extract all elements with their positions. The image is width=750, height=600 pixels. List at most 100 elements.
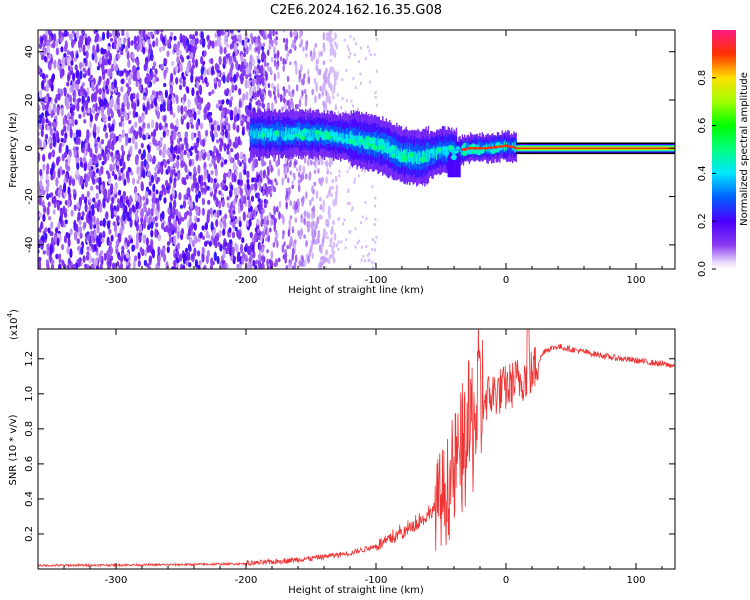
noise-speck (148, 81, 153, 88)
noise-speck (292, 42, 296, 49)
noise-speck (314, 43, 318, 48)
noise-speck (50, 231, 54, 237)
noise-speck (300, 38, 304, 46)
noise-speck (195, 121, 199, 131)
signal-peak (451, 154, 457, 161)
noise-speck (115, 266, 120, 269)
noise-speck (86, 264, 90, 269)
noise-speck (295, 84, 299, 92)
noise-speck (81, 82, 85, 87)
noise-speck (85, 254, 90, 261)
noise-speck (80, 85, 84, 93)
noise-speck (211, 89, 215, 95)
noise-speck (48, 216, 52, 221)
noise-speck (278, 200, 282, 208)
noise-speck (212, 182, 217, 190)
noise-speck (329, 50, 332, 54)
noise-speck (126, 153, 130, 162)
noise-speck (58, 258, 62, 263)
noise-speck (63, 138, 67, 144)
noise-speck (78, 219, 82, 226)
noise-speck (94, 102, 98, 113)
noise-speck (237, 136, 241, 146)
noise-speck (107, 194, 111, 201)
noise-speck (40, 221, 44, 230)
noise-speck (239, 187, 243, 196)
noise-speck (156, 110, 160, 120)
noise-speck (238, 33, 242, 44)
signal-band (285, 126, 287, 141)
noise-speck (102, 217, 106, 228)
noise-speck (90, 263, 94, 269)
noise-speck (151, 248, 155, 259)
noise-speck (135, 111, 139, 118)
noise-speck (173, 162, 177, 168)
noise-speck (195, 207, 199, 216)
noise-speck (197, 164, 201, 174)
signal-peak (358, 139, 362, 144)
signal-band (430, 150, 432, 159)
noise-speck (69, 106, 73, 114)
noise-speck (307, 212, 311, 220)
noise-speck (233, 42, 238, 52)
noise-speck (277, 71, 280, 80)
noise-speck (158, 194, 162, 201)
noise-speck (369, 80, 372, 84)
noise-speck (131, 244, 135, 252)
noise-speck (194, 96, 198, 104)
noise-speck (166, 130, 170, 137)
noise-speck (148, 181, 152, 187)
noise-speck (335, 243, 339, 248)
noise-speck (360, 46, 362, 50)
noise-speck (325, 176, 328, 185)
noise-speck (313, 77, 317, 84)
noise-speck (96, 217, 100, 227)
noise-speck (317, 231, 321, 238)
noise-speck (229, 189, 233, 198)
noise-speck (107, 106, 111, 117)
noise-speck (132, 260, 136, 269)
noise-speck (168, 215, 172, 224)
noise-speck (246, 121, 250, 130)
noise-speck (66, 57, 70, 66)
noise-speck (261, 246, 265, 253)
noise-speck (162, 44, 166, 52)
noise-speck (109, 246, 113, 255)
noise-speck (93, 49, 97, 57)
noise-speck (92, 197, 96, 203)
noise-speck (228, 57, 232, 62)
noise-speck (53, 136, 57, 145)
noise-speck (328, 35, 332, 43)
signal-band (431, 151, 433, 158)
noise-speck (186, 55, 190, 60)
noise-speck (127, 78, 132, 86)
snr-ylabel: SNR (10 * v/v) (8, 414, 19, 485)
noise-speck (326, 236, 329, 240)
noise-speck (45, 96, 49, 103)
noise-speck (39, 180, 43, 190)
noise-speck (275, 181, 279, 186)
noise-speck (221, 198, 225, 208)
noise-speck (198, 102, 202, 111)
noise-speck (347, 48, 350, 52)
noise-speck (271, 102, 274, 111)
noise-speck (208, 241, 212, 247)
noise-speck (255, 101, 259, 106)
noise-speck (96, 125, 100, 135)
noise-speck (232, 122, 236, 131)
signal-band (417, 151, 419, 164)
noise-speck (92, 106, 96, 115)
noise-speck (131, 52, 135, 60)
noise-speck (228, 239, 233, 245)
signal-band (426, 149, 428, 163)
noise-speck (61, 153, 65, 162)
noise-speck (229, 67, 233, 78)
noise-speck (188, 171, 192, 177)
noise-speck (349, 230, 352, 234)
noise-speck (341, 78, 344, 82)
noise-speck (89, 147, 93, 158)
noise-speck (246, 183, 250, 191)
noise-speck (288, 186, 291, 196)
noise-speck (60, 137, 64, 143)
noise-speck (144, 189, 149, 200)
